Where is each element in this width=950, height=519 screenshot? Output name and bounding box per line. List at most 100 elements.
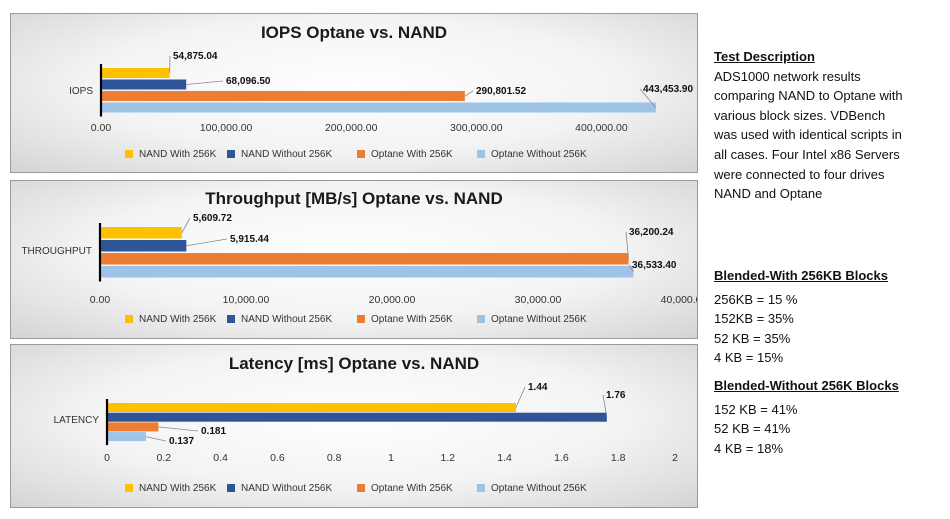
blended-without-heading: Blended-Without 256K Blocks <box>714 378 899 393</box>
test-description-line: ADS1000 network results <box>714 68 861 84</box>
blended-without-block: Blended-Without 256K Blocks 152 KB = 41%… <box>714 376 944 458</box>
tick-label: 2 <box>672 452 678 464</box>
leader-line <box>186 80 224 85</box>
blended-with-line: 4 KB = 15% <box>714 350 784 366</box>
legend-swatch <box>125 484 133 492</box>
bar <box>100 266 634 278</box>
latency-chart: Latency [ms] Optane vs. NAND LATENCY 1.44 1… <box>54 354 678 494</box>
leader-line <box>186 238 228 247</box>
tick-label: 200,000.00 <box>325 122 378 134</box>
chart-panel-throughput: Throughput [MB/s] Optane vs. NAND THROUGH… <box>10 180 698 339</box>
data-label: 1.76 <box>606 390 626 401</box>
data-label: 443,453.90 <box>643 84 693 95</box>
legend-label: NAND Without 256K <box>241 149 332 160</box>
tick-label: 1.8 <box>611 452 626 464</box>
tick-label: 0 <box>104 452 110 464</box>
chart-title: Throughput [MB/s] Optane vs. NAND <box>205 189 502 208</box>
leader-line <box>639 88 657 108</box>
tick-label: 0.4 <box>213 452 228 464</box>
tick-label: 1.6 <box>554 452 569 464</box>
legend-label: NAND With 256K <box>139 149 217 160</box>
blended-with-block: Blended-With 256KB Blocks 256KB = 15 % 1… <box>714 266 944 368</box>
legend-label: Optane With 256K <box>371 483 453 494</box>
tick-label: 100,000.00 <box>200 122 253 134</box>
legend-swatch <box>227 484 235 492</box>
data-label: 68,096.50 <box>226 76 271 87</box>
legend-label: Optane With 256K <box>371 149 453 160</box>
category-label: THROUGHPUT <box>21 246 92 257</box>
data-label: 0.137 <box>169 436 194 447</box>
tick-label: 30,000.00 <box>515 294 562 306</box>
tick-label: 0.8 <box>327 452 342 464</box>
bar <box>100 227 182 239</box>
chart-title: Latency [ms] Optane vs. NAND <box>229 354 479 373</box>
test-description-line: various block sizes. VDBench <box>714 107 886 123</box>
bar <box>100 240 187 252</box>
test-description-line: NAND and Optane <box>714 186 823 202</box>
test-description-heading: Test Description <box>714 49 815 64</box>
legend-label: NAND Without 256K <box>241 314 332 325</box>
bar <box>101 91 465 101</box>
chart-title: IOPS Optane vs. NAND <box>261 23 447 42</box>
tick-label: 0.00 <box>91 122 112 134</box>
blended-with-line: 256KB = 15 % <box>714 291 798 307</box>
leader-line <box>602 394 608 418</box>
tick-label: 1.4 <box>497 452 512 464</box>
legend-swatch <box>227 150 235 158</box>
tick-label: 1.2 <box>440 452 455 464</box>
tick-label: 40,000.00 <box>661 294 697 306</box>
test-description-line: was used with identical scripts in <box>714 127 902 143</box>
bar <box>100 253 629 265</box>
leader-line <box>625 231 629 259</box>
tick-label: 0.2 <box>156 452 171 464</box>
tick-label: 400,000.00 <box>575 122 628 134</box>
bar <box>107 432 146 442</box>
legend-swatch <box>477 315 485 323</box>
data-label: 290,801.52 <box>476 86 526 97</box>
bar <box>107 403 516 412</box>
leader-line <box>628 264 634 272</box>
legend-swatch <box>357 484 365 492</box>
legend-swatch <box>357 315 365 323</box>
legend-label: NAND With 256K <box>139 314 217 325</box>
legend-label: NAND Without 256K <box>241 483 332 494</box>
iops-chart: IOPS Optane vs. NAND IOPS 54,875.04 68,096.… <box>69 23 693 160</box>
test-description: Test Description ADS1000 network results… <box>714 47 944 204</box>
data-label: 1.44 <box>528 382 548 393</box>
data-label: 5,915.44 <box>230 234 269 245</box>
legend-swatch <box>477 484 485 492</box>
tick-label: 300,000.00 <box>450 122 503 134</box>
blended-with-heading: Blended-With 256KB Blocks <box>714 268 888 283</box>
legend-swatch <box>125 315 133 323</box>
throughput-chart: Throughput [MB/s] Optane vs. NAND THROUGH… <box>21 189 697 325</box>
data-label: 54,875.04 <box>173 51 218 62</box>
blended-with-line: 52 KB = 35% <box>714 330 791 346</box>
legend-swatch <box>227 315 235 323</box>
data-label: 36,200.24 <box>629 227 674 238</box>
test-description-line: comparing NAND to Optane with <box>714 88 903 104</box>
legend-label: Optane Without 256K <box>491 149 587 160</box>
tick-label: 10,000.00 <box>223 294 270 306</box>
tick-label: 1 <box>388 452 394 464</box>
chart-panel-latency: Latency [ms] Optane vs. NAND LATENCY 1.44 1… <box>10 344 698 508</box>
bar <box>101 102 656 113</box>
legend-swatch <box>477 150 485 158</box>
blended-without-line: 152 KB = 41% <box>714 401 798 417</box>
data-label: 0.181 <box>201 426 226 437</box>
legend-swatch <box>125 150 133 158</box>
bar <box>107 412 607 422</box>
legend-label: Optane Without 256K <box>491 483 587 494</box>
legend-swatch <box>357 150 365 158</box>
legend-label: Optane With 256K <box>371 314 453 325</box>
legend-label: Optane Without 256K <box>491 314 587 325</box>
category-label: IOPS <box>69 86 93 97</box>
test-description-line: were connected to four drives <box>714 166 885 182</box>
bar <box>101 68 170 78</box>
chart-panel-iops: IOPS Optane vs. NAND IOPS 54,875.04 68,096.… <box>10 13 698 173</box>
blended-with-line: 152KB = 35% <box>714 311 794 327</box>
tick-label: 0.00 <box>90 294 111 306</box>
tick-label: 0.6 <box>270 452 285 464</box>
blended-without-line: 4 KB = 18% <box>714 440 784 456</box>
legend-label: NAND With 256K <box>139 483 217 494</box>
leader-line <box>158 426 199 432</box>
